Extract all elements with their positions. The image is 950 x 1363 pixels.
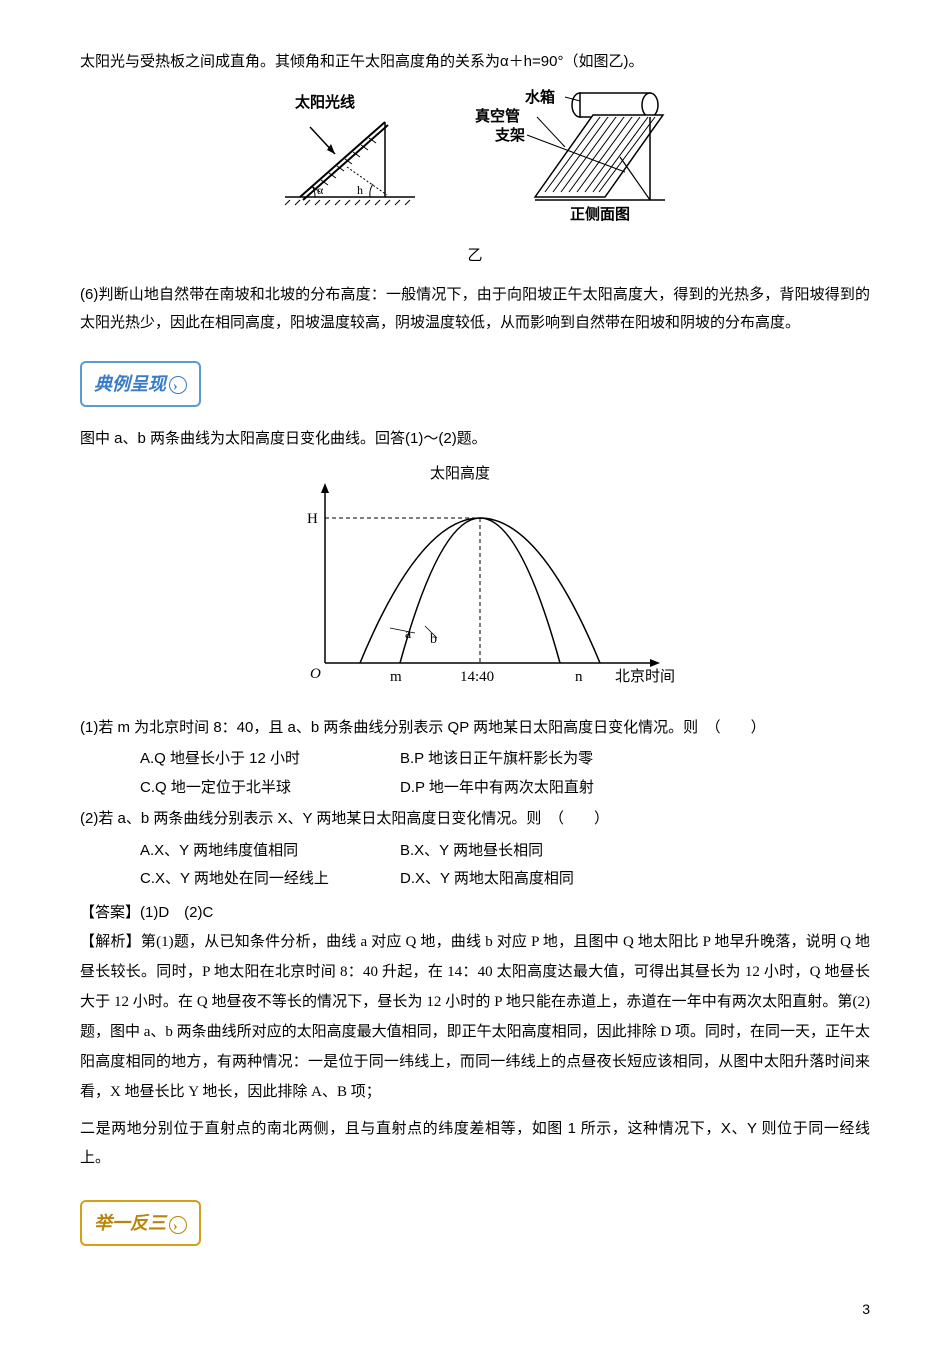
q1-opt-b: B.P 地该日正午旗杆影长为零 <box>400 745 660 774</box>
diagram-solar-heater: α h 太阳光线 水箱 真空管 支架 <box>80 87 870 271</box>
question-intro: 图中 a、b 两条曲线为太阳高度日变化曲线。回答(1)～(2)题。 <box>80 425 870 454</box>
q1-options: A.Q 地昼长小于 12 小时 B.P 地该日正午旗杆影长为零 C.Q 地一定位… <box>140 745 870 802</box>
q1-stem: (1)若 m 为北京时间 8：40，且 a、b 两条曲线分别表示 QP 两地某日… <box>80 714 870 743</box>
svg-text:正侧面图: 正侧面图 <box>570 205 630 223</box>
svg-text:水箱: 水箱 <box>525 88 555 106</box>
svg-text:a: a <box>405 627 412 642</box>
svg-text:O: O <box>310 666 321 682</box>
svg-text:n: n <box>575 669 583 685</box>
q2-opt-a: A.X、Y 两地纬度值相同 <box>140 837 400 866</box>
svg-text:北京时间: 北京时间 <box>615 668 675 685</box>
q2-options: A.X、Y 两地纬度值相同 B.X、Y 两地昼长相同 C.X、Y 两地处在同一经… <box>140 837 870 894</box>
diagram-sun-curve: 太阳高度 H a b O m 14:40 n 北京时间 <box>80 463 870 704</box>
diagram1-caption: 乙 <box>80 242 870 271</box>
paragraph-6: (6)判断山地自然带在南坡和北坡的分布高度：一般情况下，由于向阳坡正午太阳高度大… <box>80 281 870 338</box>
q2-opt-d: D.X、Y 两地太阳高度相同 <box>400 865 660 894</box>
svg-text:太阳高度: 太阳高度 <box>430 465 490 482</box>
page-number: 3 <box>80 1296 870 1323</box>
top-paragraph: 太阳光与受热板之间成直角。其倾角和正午太阳高度角的关系为α＋h=90°（如图乙)… <box>80 48 870 77</box>
svg-text:h: h <box>357 183 363 197</box>
q2-stem: (2)若 a、b 两条曲线分别表示 X、Y 两地某日太阳高度日变化情况。则 （ … <box>80 805 870 834</box>
q1-opt-c: C.Q 地一定位于北半球 <box>140 774 400 803</box>
analysis-end: 二是两地分别位于直射点的南北两侧，且与直射点的纬度差相等，如图 1 所示，这种情… <box>80 1115 870 1172</box>
q2-opt-b: B.X、Y 两地昼长相同 <box>400 837 660 866</box>
svg-text:14:40: 14:40 <box>460 669 494 685</box>
svg-text:支架: 支架 <box>494 126 525 144</box>
q1-opt-a: A.Q 地昼长小于 12 小时 <box>140 745 400 774</box>
svg-text:m: m <box>390 669 402 685</box>
example-badge: 典例呈现 <box>80 361 201 407</box>
q2-opt-c: C.X、Y 两地处在同一经线上 <box>140 865 400 894</box>
svg-text:太阳光线: 太阳光线 <box>295 93 355 111</box>
answer: 【答案】(1)D (2)C <box>80 899 870 928</box>
q1-opt-d: D.P 地一年中有两次太阳直射 <box>400 774 660 803</box>
svg-text:α: α <box>317 183 324 197</box>
analysis: 【解析】第(1)题，从已知条件分析，曲线 a 对应 Q 地，曲线 b 对应 P … <box>80 927 870 1107</box>
svg-text:真空管: 真空管 <box>475 107 520 125</box>
svg-text:H: H <box>307 511 318 527</box>
practice-badge: 举一反三 <box>80 1200 201 1246</box>
